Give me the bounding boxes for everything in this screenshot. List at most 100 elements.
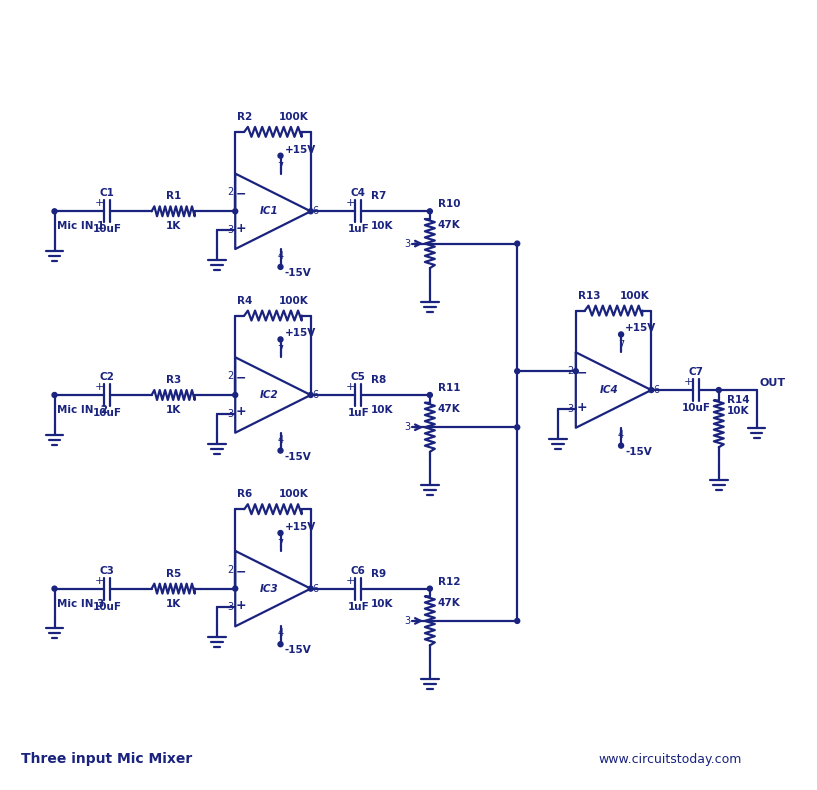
Text: R6: R6 <box>237 489 252 499</box>
Text: R5: R5 <box>166 569 181 579</box>
Text: IC4: IC4 <box>600 385 619 395</box>
Text: +15V: +15V <box>284 145 315 155</box>
Text: 3: 3 <box>227 409 233 419</box>
Text: 1K: 1K <box>166 405 181 415</box>
Text: 3: 3 <box>227 225 233 235</box>
Text: +: + <box>684 377 693 387</box>
Text: IC2: IC2 <box>260 390 279 400</box>
Text: 3: 3 <box>404 423 410 432</box>
Text: 47K: 47K <box>438 404 461 414</box>
Text: 6: 6 <box>654 385 659 395</box>
Circle shape <box>278 531 283 536</box>
Text: R9: R9 <box>371 569 386 579</box>
Circle shape <box>52 586 57 591</box>
Text: 47K: 47K <box>438 597 461 608</box>
Text: 4: 4 <box>278 251 283 261</box>
Text: +: + <box>346 382 355 392</box>
Circle shape <box>717 388 721 393</box>
Text: IC3: IC3 <box>260 584 279 593</box>
Text: C7: C7 <box>689 367 703 377</box>
Text: R14: R14 <box>727 395 749 405</box>
Text: −: − <box>236 188 247 201</box>
Text: +: + <box>346 576 355 585</box>
Text: C3: C3 <box>100 566 114 576</box>
Text: 10uF: 10uF <box>92 601 122 611</box>
Text: R2: R2 <box>237 112 252 122</box>
Text: +: + <box>236 599 247 612</box>
Circle shape <box>308 586 313 591</box>
Circle shape <box>618 332 623 337</box>
Circle shape <box>618 443 623 448</box>
Text: −: − <box>236 565 247 578</box>
Circle shape <box>649 388 654 393</box>
Text: 10K: 10K <box>371 405 394 415</box>
Text: Mic IN 1: Mic IN 1 <box>57 221 105 231</box>
Circle shape <box>278 265 283 269</box>
Text: 3: 3 <box>404 616 410 626</box>
Circle shape <box>278 448 283 453</box>
Text: 10uF: 10uF <box>681 403 711 413</box>
Text: www.circuitstoday.com: www.circuitstoday.com <box>599 753 742 766</box>
Circle shape <box>427 586 432 591</box>
Text: R4: R4 <box>237 295 252 306</box>
Text: 10uF: 10uF <box>92 224 122 234</box>
Text: 3: 3 <box>404 239 410 249</box>
Text: R13: R13 <box>578 291 600 301</box>
Text: 6: 6 <box>313 390 319 400</box>
Circle shape <box>233 209 238 214</box>
Text: +: + <box>95 198 104 209</box>
Text: 3: 3 <box>227 603 233 612</box>
Text: +15V: +15V <box>284 329 315 338</box>
Circle shape <box>278 641 283 647</box>
Text: 1uF: 1uF <box>347 601 369 611</box>
Text: 7: 7 <box>278 539 283 549</box>
Text: 100K: 100K <box>279 489 309 499</box>
Text: +: + <box>95 382 104 392</box>
Text: R3: R3 <box>166 375 181 385</box>
Circle shape <box>427 393 432 397</box>
Text: +15V: +15V <box>284 522 315 532</box>
Text: R12: R12 <box>438 577 460 587</box>
Text: 2: 2 <box>568 367 574 376</box>
Text: R10: R10 <box>438 199 460 209</box>
Text: -15V: -15V <box>284 452 311 461</box>
Text: 10K: 10K <box>727 406 749 416</box>
Text: 7: 7 <box>278 162 283 171</box>
Text: R1: R1 <box>166 191 181 201</box>
Text: −: − <box>236 371 247 385</box>
Text: 4: 4 <box>618 430 624 440</box>
Text: 47K: 47K <box>438 220 461 230</box>
Text: +: + <box>95 576 104 585</box>
Text: 2: 2 <box>227 187 233 198</box>
Text: R7: R7 <box>371 191 386 201</box>
Text: C4: C4 <box>350 188 366 198</box>
Text: 10K: 10K <box>371 221 394 231</box>
Text: 100K: 100K <box>279 112 309 122</box>
Text: +: + <box>236 405 247 419</box>
Circle shape <box>574 369 578 374</box>
Text: R11: R11 <box>438 383 460 393</box>
Text: 2: 2 <box>227 371 233 381</box>
Text: Mic IN 3: Mic IN 3 <box>57 599 105 608</box>
Text: 7: 7 <box>618 340 624 350</box>
Text: +15V: +15V <box>625 323 656 333</box>
Text: Mic IN  2: Mic IN 2 <box>57 405 109 415</box>
Circle shape <box>233 393 238 397</box>
Circle shape <box>278 153 283 158</box>
Text: Three input Mic Mixer: Three input Mic Mixer <box>20 752 192 766</box>
Text: -15V: -15V <box>284 645 311 655</box>
Circle shape <box>308 209 313 214</box>
Circle shape <box>52 393 57 397</box>
Text: 1uF: 1uF <box>347 224 369 234</box>
Text: 10K: 10K <box>371 599 394 608</box>
Circle shape <box>308 393 313 397</box>
Text: R8: R8 <box>371 375 386 385</box>
Text: 7: 7 <box>278 345 283 356</box>
Text: C2: C2 <box>100 372 114 382</box>
Circle shape <box>52 209 57 214</box>
Text: 4: 4 <box>278 435 283 445</box>
Circle shape <box>515 619 520 623</box>
Text: -15V: -15V <box>625 446 652 457</box>
Text: 100K: 100K <box>619 291 650 301</box>
Circle shape <box>515 425 520 430</box>
